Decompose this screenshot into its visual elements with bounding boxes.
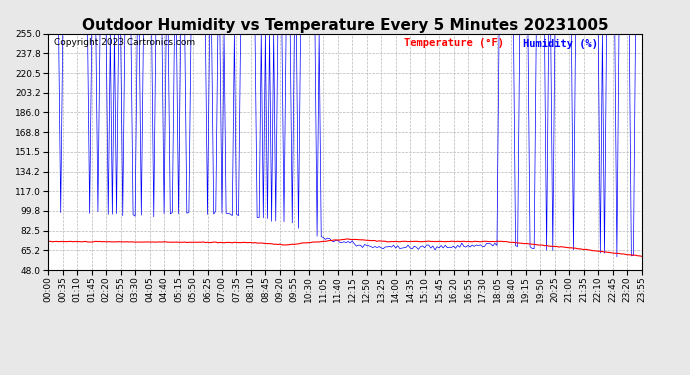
Humidity (%): [567, 32, 575, 36]
Humidity (%): [542, 248, 551, 252]
Text: Temperature (°F): Temperature (°F): [404, 39, 504, 48]
Temperature (°F): [555, 245, 563, 249]
Line: Temperature (°F): Temperature (°F): [48, 239, 642, 256]
Humidity (%): [586, 32, 594, 36]
Text: Humidity (%): Humidity (%): [523, 39, 598, 48]
Temperature (°F): [44, 239, 52, 243]
Temperature (°F): [638, 254, 646, 258]
Temperature (°F): [346, 237, 354, 242]
Title: Outdoor Humidity vs Temperature Every 5 Minutes 20231005: Outdoor Humidity vs Temperature Every 5 …: [81, 18, 609, 33]
Humidity (%): [638, 32, 646, 36]
Humidity (%): [44, 32, 52, 36]
Humidity (%): [96, 32, 104, 36]
Temperature (°F): [344, 237, 352, 241]
Line: Humidity (%): Humidity (%): [48, 34, 642, 257]
Temperature (°F): [544, 244, 553, 248]
Humidity (%): [553, 32, 561, 36]
Temperature (°F): [569, 246, 578, 250]
Text: Copyright 2023 Cartronics.com: Copyright 2023 Cartronics.com: [55, 39, 195, 48]
Temperature (°F): [96, 239, 104, 244]
Humidity (%): [613, 255, 621, 259]
Humidity (%): [344, 239, 352, 244]
Temperature (°F): [588, 248, 596, 253]
